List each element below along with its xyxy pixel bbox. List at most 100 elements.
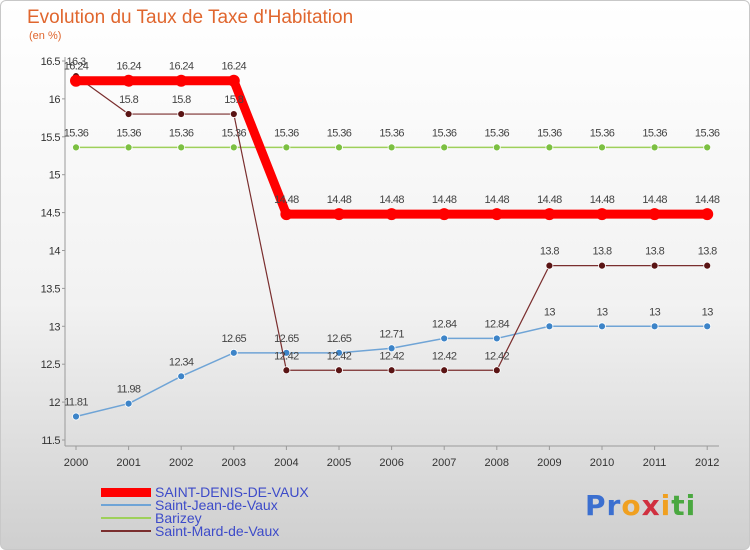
data-label: 13.8 (698, 246, 717, 258)
logo-letter: i (660, 489, 672, 522)
data-point (177, 143, 186, 152)
data-point (650, 261, 659, 270)
data-point (545, 322, 554, 331)
data-point (280, 208, 293, 221)
data-label: 15.36 (64, 127, 89, 139)
data-label: 12.65 (327, 333, 352, 345)
data-label: 15.8 (119, 94, 138, 106)
series-3 (72, 72, 712, 375)
legend-swatch (101, 487, 151, 497)
data-label: 15.8 (224, 94, 243, 106)
logo-letter: r (606, 489, 622, 522)
data-point (703, 143, 712, 152)
data-label: 14.48 (537, 194, 562, 206)
data-label: 11.98 (117, 384, 141, 396)
data-label: 15.36 (169, 127, 194, 139)
data-point (440, 334, 449, 343)
data-point (440, 366, 449, 375)
legend-swatch (101, 504, 151, 506)
x-tick-label: 2008 (485, 457, 509, 469)
x-tick-label: 2003 (222, 457, 246, 469)
x-tick-label: 2012 (695, 457, 719, 469)
y-tick-label: 12.5 (41, 359, 61, 371)
data-label: 15.36 (695, 127, 720, 139)
x-tick-label: 2002 (169, 457, 193, 469)
data-label: 13 (649, 306, 661, 318)
x-tick-label: 2006 (379, 457, 403, 469)
data-point (385, 208, 398, 221)
data-label: 13.8 (540, 246, 559, 258)
y-tick-label: 13.5 (41, 283, 61, 295)
data-point (387, 366, 396, 375)
logo-letter: x (641, 489, 661, 522)
data-point (333, 208, 345, 221)
data-label: 15.36 (590, 127, 615, 139)
data-label: 15.8 (172, 94, 191, 106)
legend-label: SAINT-DENIS-DE-VAUX (155, 484, 309, 500)
data-point (70, 74, 82, 87)
data-label: 12.42 (485, 350, 510, 362)
data-label: 15.36 (274, 127, 299, 139)
data-label: 14.48 (695, 194, 720, 206)
data-point (703, 322, 712, 331)
data-point (335, 366, 343, 375)
data-point (598, 261, 606, 270)
series-2 (72, 143, 712, 152)
data-label: 13.8 (645, 246, 664, 258)
data-point (229, 143, 238, 152)
data-point (703, 261, 712, 270)
data-label: 16.24 (169, 61, 194, 73)
data-label: 13 (596, 306, 608, 318)
data-point (438, 208, 451, 221)
data-label: 12.84 (485, 318, 510, 330)
x-tick-label: 2009 (537, 457, 561, 469)
data-label: 14.48 (642, 194, 667, 206)
data-label: 12.65 (222, 333, 247, 345)
data-point (650, 322, 659, 331)
data-point (282, 143, 291, 152)
data-point (175, 74, 188, 87)
x-tick-label: 2000 (64, 457, 88, 469)
legend-label: Barizey (155, 510, 202, 526)
data-point (650, 143, 659, 152)
data-label: 15.36 (116, 127, 141, 139)
data-label: 15.36 (642, 127, 667, 139)
y-tick-label: 16.5 (41, 56, 61, 68)
y-tick-label: 14 (49, 246, 61, 258)
data-point (490, 208, 503, 221)
data-point (545, 143, 554, 152)
data-point (227, 74, 240, 87)
data-label: 14.48 (274, 194, 299, 206)
y-tick-label: 14.5 (41, 208, 61, 220)
data-label: 14.48 (590, 194, 615, 206)
data-point (177, 372, 186, 381)
data-label: 16.24 (64, 61, 89, 73)
data-label: 14.48 (379, 194, 404, 206)
data-point (492, 334, 501, 343)
series-0 (70, 74, 714, 221)
data-point (492, 143, 501, 152)
legend-swatch (101, 530, 151, 532)
data-label: 12.65 (274, 333, 299, 345)
data-point (122, 74, 135, 87)
data-label: 16.24 (222, 61, 247, 73)
logo-letter: t (671, 489, 686, 522)
y-tick-label: 15 (49, 170, 61, 182)
data-point (124, 110, 133, 118)
data-point (229, 348, 238, 357)
data-point (387, 344, 396, 353)
data-label: 13 (544, 306, 556, 318)
data-label: 16.3 (66, 56, 85, 68)
data-point (282, 366, 291, 375)
data-point (440, 143, 449, 152)
data-label: 13 (702, 306, 714, 318)
legend-swatch (101, 517, 151, 519)
data-point (492, 366, 501, 375)
y-tick-label: 13 (49, 321, 61, 333)
data-label: 12.71 (379, 328, 404, 340)
data-label: 12.34 (169, 356, 194, 368)
y-tick-label: 15.5 (41, 132, 61, 144)
data-label: 15.36 (432, 127, 457, 139)
